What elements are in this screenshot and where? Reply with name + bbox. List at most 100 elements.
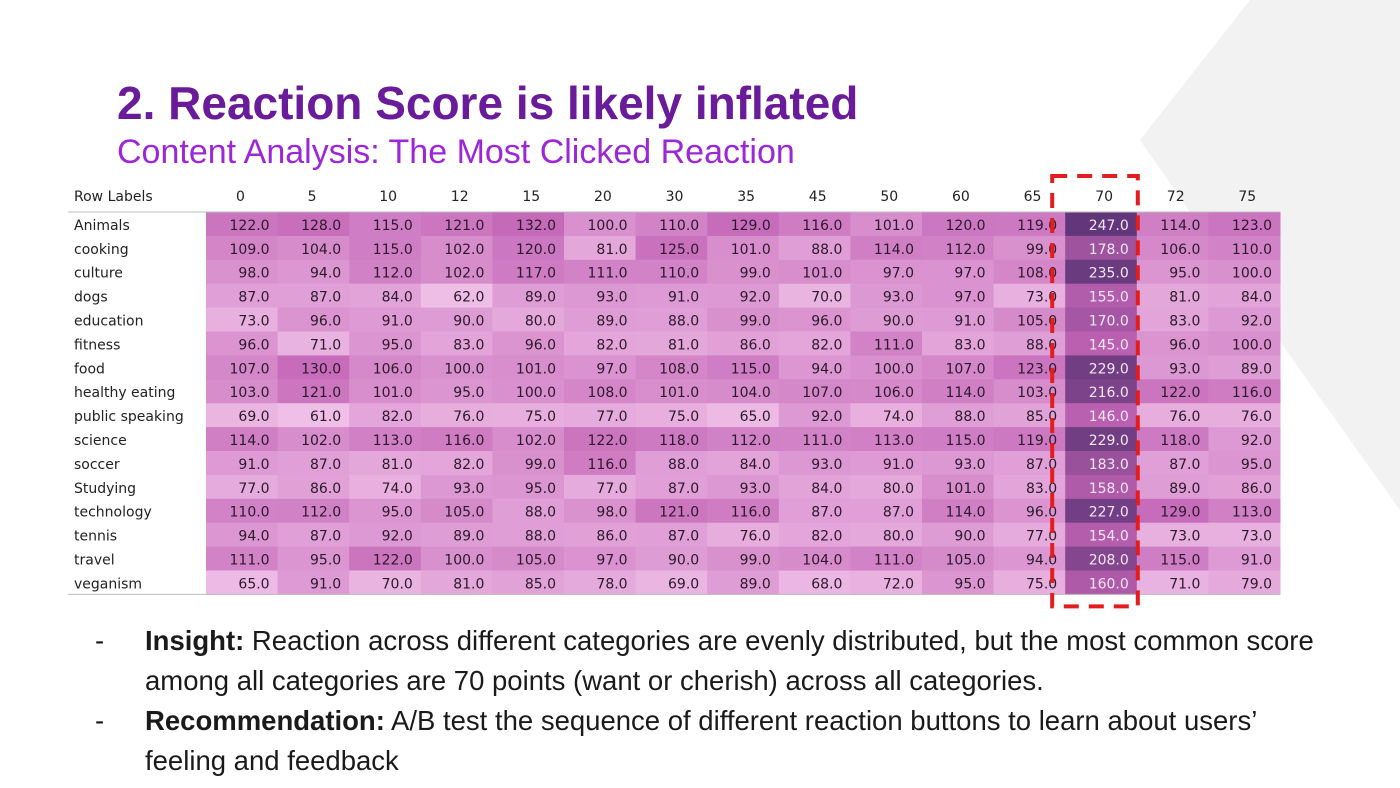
heatmap-cell <box>206 403 279 428</box>
cell-value: 88.0 <box>525 505 556 521</box>
cell-value: 94.0 <box>811 361 842 377</box>
heatmap-cell <box>277 498 350 524</box>
cell-value: 105.0 <box>1017 314 1057 330</box>
cell-value: 114.0 <box>946 385 986 401</box>
cell-value: 91.0 <box>310 576 341 592</box>
cell-value: 103.0 <box>1017 385 1057 401</box>
cell-value: 83.0 <box>954 337 985 353</box>
heatmap-cell <box>492 379 565 404</box>
cell-value: 100.0 <box>1232 266 1272 282</box>
cell-value: 113.0 <box>874 433 914 449</box>
heatmap-cell <box>1136 522 1209 548</box>
heatmap-cell <box>492 570 565 595</box>
heatmap-cell <box>922 259 995 285</box>
heatmap-cell <box>707 427 780 452</box>
cell-value: 106.0 <box>1160 242 1200 258</box>
cell-value: 101.0 <box>802 266 842 282</box>
heatmap-cell <box>707 355 780 380</box>
column-header: 0 <box>236 189 245 205</box>
cell-value: 115.0 <box>946 433 986 449</box>
cell-value: 90.0 <box>668 553 699 569</box>
heatmap-cell <box>1065 522 1138 548</box>
heatmap-cell <box>635 307 708 332</box>
heatmap-cell <box>1208 379 1281 404</box>
cell-value: 92.0 <box>382 529 413 545</box>
cell-value: 112.0 <box>301 505 341 521</box>
cell-value: 91.0 <box>382 314 413 330</box>
heatmap-cell <box>277 235 350 261</box>
heatmap-cell <box>277 474 350 500</box>
cell-value: 94.0 <box>1026 553 1057 569</box>
cell-value: 80.0 <box>883 481 914 497</box>
cell-value: 69.0 <box>238 409 269 425</box>
cell-value: 89.0 <box>1241 361 1272 377</box>
heatmap-cell <box>1136 259 1209 285</box>
heatmap-cell <box>564 331 637 356</box>
heatmap-cell <box>850 546 923 571</box>
column-header: 70 <box>1095 189 1113 205</box>
heatmap-cell <box>1208 403 1281 428</box>
recommendation-text: A/B test the sequence of different react… <box>145 705 1257 776</box>
heatmap-cell <box>850 355 923 380</box>
heatmap-cell <box>922 331 995 356</box>
heatmap-cell <box>564 570 637 595</box>
heatmap-cell <box>277 379 350 404</box>
cell-value: 87.0 <box>310 290 341 306</box>
cell-value: 119.0 <box>1017 433 1057 449</box>
cell-value: 129.0 <box>1160 505 1200 521</box>
heatmap-cell <box>778 379 851 404</box>
cell-value: 129.0 <box>731 218 771 234</box>
cell-value: 88.0 <box>954 409 985 425</box>
heatmap-cell <box>1136 474 1209 500</box>
cell-value: 227.0 <box>1089 505 1129 521</box>
heatmap-cell <box>922 546 995 571</box>
heatmap-cell <box>922 235 995 261</box>
cell-value: 83.0 <box>453 337 484 353</box>
heatmap-cell <box>277 570 350 595</box>
cell-value: 76.0 <box>453 409 484 425</box>
cell-value: 125.0 <box>659 242 699 258</box>
column-header: 65 <box>1024 189 1042 205</box>
heatmap-cell <box>277 546 350 571</box>
heatmap-cell <box>850 522 923 548</box>
row-label: cooking <box>74 242 129 258</box>
heatmap-cell <box>349 235 422 261</box>
heatmap-cell <box>850 235 923 261</box>
cell-value: 111.0 <box>588 266 628 282</box>
cell-value: 100.0 <box>444 553 484 569</box>
heatmap-cell <box>1208 355 1281 380</box>
cell-value: 97.0 <box>596 553 627 569</box>
cell-value: 111.0 <box>874 553 914 569</box>
heatmap-cell <box>206 259 279 285</box>
column-header: 60 <box>952 189 970 205</box>
cell-value: 90.0 <box>954 529 985 545</box>
row-label: veganism <box>74 576 142 592</box>
heatmap-cell <box>277 307 350 332</box>
heatmap-cell <box>635 498 708 524</box>
heatmap-cell <box>277 522 350 548</box>
heatmap-cell <box>420 403 493 428</box>
heatmap-cell <box>635 570 708 595</box>
heatmap-cell <box>349 403 422 428</box>
heatmap-cell <box>1065 259 1138 285</box>
row-label: tennis <box>74 529 117 545</box>
heatmap-cell <box>778 307 851 332</box>
cell-value: 107.0 <box>230 361 270 377</box>
highlight-column-box <box>1050 174 1140 609</box>
heatmap-cell <box>1208 546 1281 571</box>
heatmap-cell <box>778 259 851 285</box>
cell-value: 122.0 <box>588 433 628 449</box>
cell-value: 104.0 <box>301 242 341 258</box>
heatmap-cell <box>922 212 995 237</box>
cell-value: 112.0 <box>373 266 413 282</box>
heatmap-cell <box>492 522 565 548</box>
cell-value: 158.0 <box>1089 481 1129 497</box>
heatmap-cell <box>778 546 851 571</box>
cell-value: 81.0 <box>453 576 484 592</box>
cell-value: 99.0 <box>1026 242 1057 258</box>
cell-value: 88.0 <box>525 529 556 545</box>
cell-value: 87.0 <box>1026 457 1057 473</box>
column-header: 30 <box>666 189 684 205</box>
heatmap-cell <box>1208 235 1281 261</box>
heatmap-cell <box>778 355 851 380</box>
